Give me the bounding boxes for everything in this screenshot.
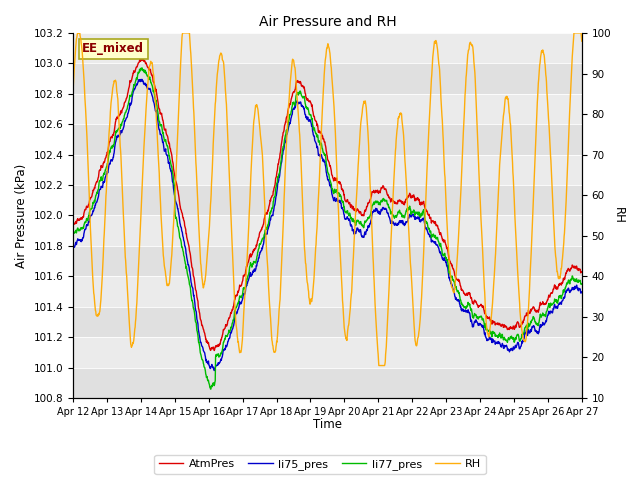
Title: Air Pressure and RH: Air Pressure and RH <box>259 15 396 29</box>
li75_pres <box>69 244 77 250</box>
RH <box>74 30 82 36</box>
li77_pres <box>138 65 146 71</box>
Bar <box>73 337 582 368</box>
li75_pres <box>211 368 218 373</box>
Line: AtmPres: AtmPres <box>73 59 582 350</box>
li77_pres <box>360 224 367 229</box>
RH <box>359 103 367 109</box>
RH <box>296 132 303 138</box>
Legend: AtmPres, li75_pres, li77_pres, RH: AtmPres, li75_pres, li77_pres, RH <box>154 455 486 474</box>
Bar <box>73 368 582 398</box>
AtmPres <box>137 56 145 61</box>
Bar <box>73 124 582 155</box>
AtmPres <box>578 269 586 275</box>
Text: EE_mixed: EE_mixed <box>82 42 144 55</box>
X-axis label: Time: Time <box>313 419 342 432</box>
li75_pres <box>296 99 304 105</box>
RH <box>305 295 313 300</box>
Bar <box>73 185 582 216</box>
li75_pres <box>138 76 146 82</box>
AtmPres <box>285 101 293 107</box>
Bar <box>73 307 582 337</box>
RH <box>375 363 383 369</box>
li75_pres <box>305 118 313 124</box>
Y-axis label: Air Pressure (kPa): Air Pressure (kPa) <box>15 163 28 267</box>
Line: RH: RH <box>73 33 582 366</box>
Y-axis label: RH: RH <box>612 207 625 224</box>
AtmPres <box>305 99 313 105</box>
RH <box>285 95 293 100</box>
AtmPres <box>360 212 367 217</box>
Bar <box>73 216 582 246</box>
li77_pres <box>578 281 586 287</box>
Bar <box>73 246 582 276</box>
AtmPres <box>129 70 137 76</box>
li77_pres <box>305 112 313 118</box>
li75_pres <box>109 157 116 163</box>
RH <box>69 88 77 94</box>
li77_pres <box>285 111 293 117</box>
Bar <box>73 276 582 307</box>
AtmPres <box>296 79 304 84</box>
AtmPres <box>109 133 116 139</box>
Bar <box>73 33 582 63</box>
li77_pres <box>109 144 116 149</box>
li77_pres <box>69 231 77 237</box>
li75_pres <box>129 89 137 95</box>
li75_pres <box>360 233 367 239</box>
Line: li75_pres: li75_pres <box>73 79 582 371</box>
AtmPres <box>211 348 218 353</box>
RH <box>109 85 116 91</box>
Line: li77_pres: li77_pres <box>73 68 582 389</box>
li77_pres <box>207 386 214 392</box>
Bar <box>73 63 582 94</box>
RH <box>578 38 586 44</box>
li77_pres <box>129 86 137 92</box>
AtmPres <box>69 222 77 228</box>
li77_pres <box>296 88 304 94</box>
RH <box>129 339 137 345</box>
Bar <box>73 155 582 185</box>
li75_pres <box>578 290 586 296</box>
li75_pres <box>285 120 293 126</box>
Bar <box>73 94 582 124</box>
